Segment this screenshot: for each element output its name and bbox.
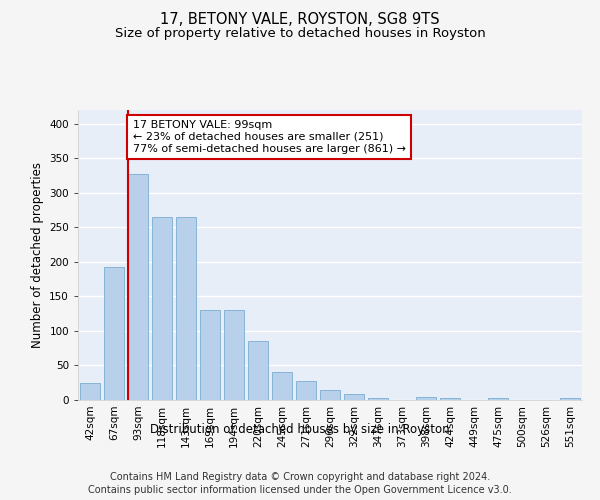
Text: Distribution of detached houses by size in Royston: Distribution of detached houses by size … (150, 422, 450, 436)
Text: Size of property relative to detached houses in Royston: Size of property relative to detached ho… (115, 28, 485, 40)
Bar (128, 174, 148, 400)
Bar (248, 340, 268, 400)
Bar (440, 398, 460, 400)
Bar (200, 310, 220, 400)
Bar (80, 382, 100, 400)
Text: Contains public sector information licensed under the Open Government Licence v3: Contains public sector information licen… (88, 485, 512, 495)
Text: 17 BETONY VALE: 99sqm
← 23% of detached houses are smaller (251)
77% of semi-det: 17 BETONY VALE: 99sqm ← 23% of detached … (133, 120, 406, 154)
Bar (224, 310, 244, 400)
Bar (416, 396, 436, 400)
Bar (560, 398, 580, 400)
Y-axis label: Number of detached properties: Number of detached properties (31, 162, 44, 348)
Bar (176, 217, 196, 400)
Bar (296, 382, 316, 400)
Bar (488, 398, 508, 400)
Bar (104, 266, 124, 400)
Bar (152, 217, 172, 400)
Bar (320, 390, 340, 400)
Bar (344, 394, 364, 400)
Text: 17, BETONY VALE, ROYSTON, SG8 9TS: 17, BETONY VALE, ROYSTON, SG8 9TS (160, 12, 440, 28)
Bar (368, 398, 388, 400)
Text: Contains HM Land Registry data © Crown copyright and database right 2024.: Contains HM Land Registry data © Crown c… (110, 472, 490, 482)
Bar (272, 372, 292, 400)
